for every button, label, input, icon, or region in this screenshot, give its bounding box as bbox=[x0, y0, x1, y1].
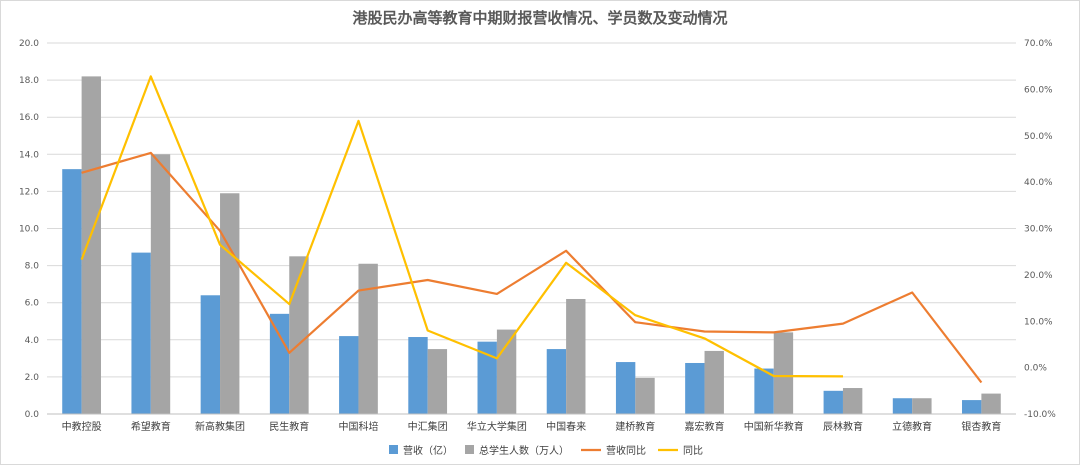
bar bbox=[496, 329, 517, 414]
y-right-tick-label: 50.0% bbox=[1024, 132, 1053, 142]
y-left-tick-label: 0.0 bbox=[25, 410, 40, 420]
x-tick-label: 中汇集团 bbox=[408, 420, 448, 433]
x-tick-label: 希望教育 bbox=[131, 420, 171, 433]
y-right-tick-label: -10.0% bbox=[1024, 410, 1056, 420]
x-tick-label: 银杏教育 bbox=[961, 420, 1001, 433]
x-tick-label: 中国新华教育 bbox=[744, 420, 804, 433]
x-tick-label: 辰林教育 bbox=[823, 420, 863, 433]
y-right-tick-label: 60.0% bbox=[1024, 85, 1053, 95]
bar bbox=[81, 76, 101, 414]
gridlines bbox=[47, 42, 1016, 415]
lines bbox=[80, 75, 983, 384]
y-right-tick-label: 20.0% bbox=[1024, 271, 1053, 281]
legend: 营收（亿） 总学生人数（万人） 营收同比 同比 bbox=[389, 444, 703, 457]
y-left-tick-label: 6.0 bbox=[25, 299, 40, 309]
x-tick-label: 华立大学集团 bbox=[467, 420, 527, 433]
bar bbox=[635, 377, 655, 414]
bar bbox=[981, 393, 1001, 414]
bar bbox=[754, 368, 774, 414]
y-left-tick-label: 8.0 bbox=[25, 262, 40, 272]
y-right-tick-label: 40.0% bbox=[1024, 178, 1053, 188]
bar bbox=[912, 398, 932, 414]
bar bbox=[823, 390, 843, 414]
x-tick-label: 嘉宏教育 bbox=[685, 420, 725, 433]
y-right-tick-label: 30.0% bbox=[1024, 225, 1053, 235]
bar bbox=[427, 349, 448, 414]
bar bbox=[842, 388, 863, 414]
legend-label: 同比 bbox=[683, 445, 703, 457]
x-tick-label: 建桥教育 bbox=[615, 420, 655, 433]
series-line bbox=[81, 151, 983, 384]
bar bbox=[150, 154, 171, 415]
y-right-tick-label: 70.0% bbox=[1024, 39, 1053, 49]
y-left-tick-label: 14.0 bbox=[19, 150, 39, 160]
bars bbox=[62, 76, 1001, 415]
series-line bbox=[80, 75, 844, 378]
x-tick-label: 中教控股 bbox=[62, 420, 102, 433]
legend-label: 营收同比 bbox=[606, 444, 646, 457]
x-tick-label: 新高教集团 bbox=[195, 420, 245, 433]
legend-swatch bbox=[465, 445, 474, 454]
bar bbox=[477, 341, 497, 414]
y-right-tick-label: 10.0% bbox=[1024, 317, 1053, 327]
bar bbox=[220, 193, 240, 414]
bar bbox=[289, 256, 309, 414]
bar bbox=[685, 362, 705, 414]
bar bbox=[546, 349, 567, 414]
y-left-tick-label: 12.0 bbox=[19, 187, 39, 197]
axes: 0.0 2.0 4.0 6.0 8.0 10.0 12.0 14.0 16.0 18.0 20.0 -… bbox=[19, 39, 1056, 433]
y-right-tick-label: 0.0% bbox=[1024, 364, 1047, 374]
y-left-tick-label: 16.0 bbox=[19, 113, 39, 123]
bar bbox=[962, 400, 982, 414]
bar bbox=[339, 336, 359, 414]
y-left-tick-label: 2.0 bbox=[25, 373, 40, 383]
chart-title: 港股民办高等教育中期财报营收情况、学员数及变动情况 bbox=[352, 9, 727, 27]
bar bbox=[269, 313, 290, 414]
legend-label: 总学生人数（万人） bbox=[479, 444, 569, 457]
legend-label: 营收（亿） bbox=[403, 444, 453, 457]
y-left-tick-label: 10.0 bbox=[19, 225, 39, 235]
bar bbox=[615, 362, 636, 414]
y-left-tick-label: 18.0 bbox=[19, 76, 39, 86]
bar bbox=[408, 337, 428, 414]
x-tick-label: 中国科培 bbox=[338, 420, 378, 433]
legend-swatch bbox=[389, 445, 398, 454]
bar bbox=[62, 169, 82, 414]
bar bbox=[704, 350, 724, 414]
y-left-tick-label: 20.0 bbox=[19, 39, 39, 49]
y-left-tick-label: 4.0 bbox=[25, 336, 40, 346]
bar bbox=[131, 252, 151, 414]
bar bbox=[892, 398, 913, 414]
x-tick-label: 立德教育 bbox=[892, 420, 932, 433]
bar bbox=[358, 263, 378, 414]
bar bbox=[566, 298, 586, 414]
bar bbox=[773, 332, 794, 414]
x-tick-label: 中国春来 bbox=[546, 420, 586, 433]
x-tick-label: 民生教育 bbox=[269, 420, 309, 433]
bar bbox=[200, 295, 221, 414]
